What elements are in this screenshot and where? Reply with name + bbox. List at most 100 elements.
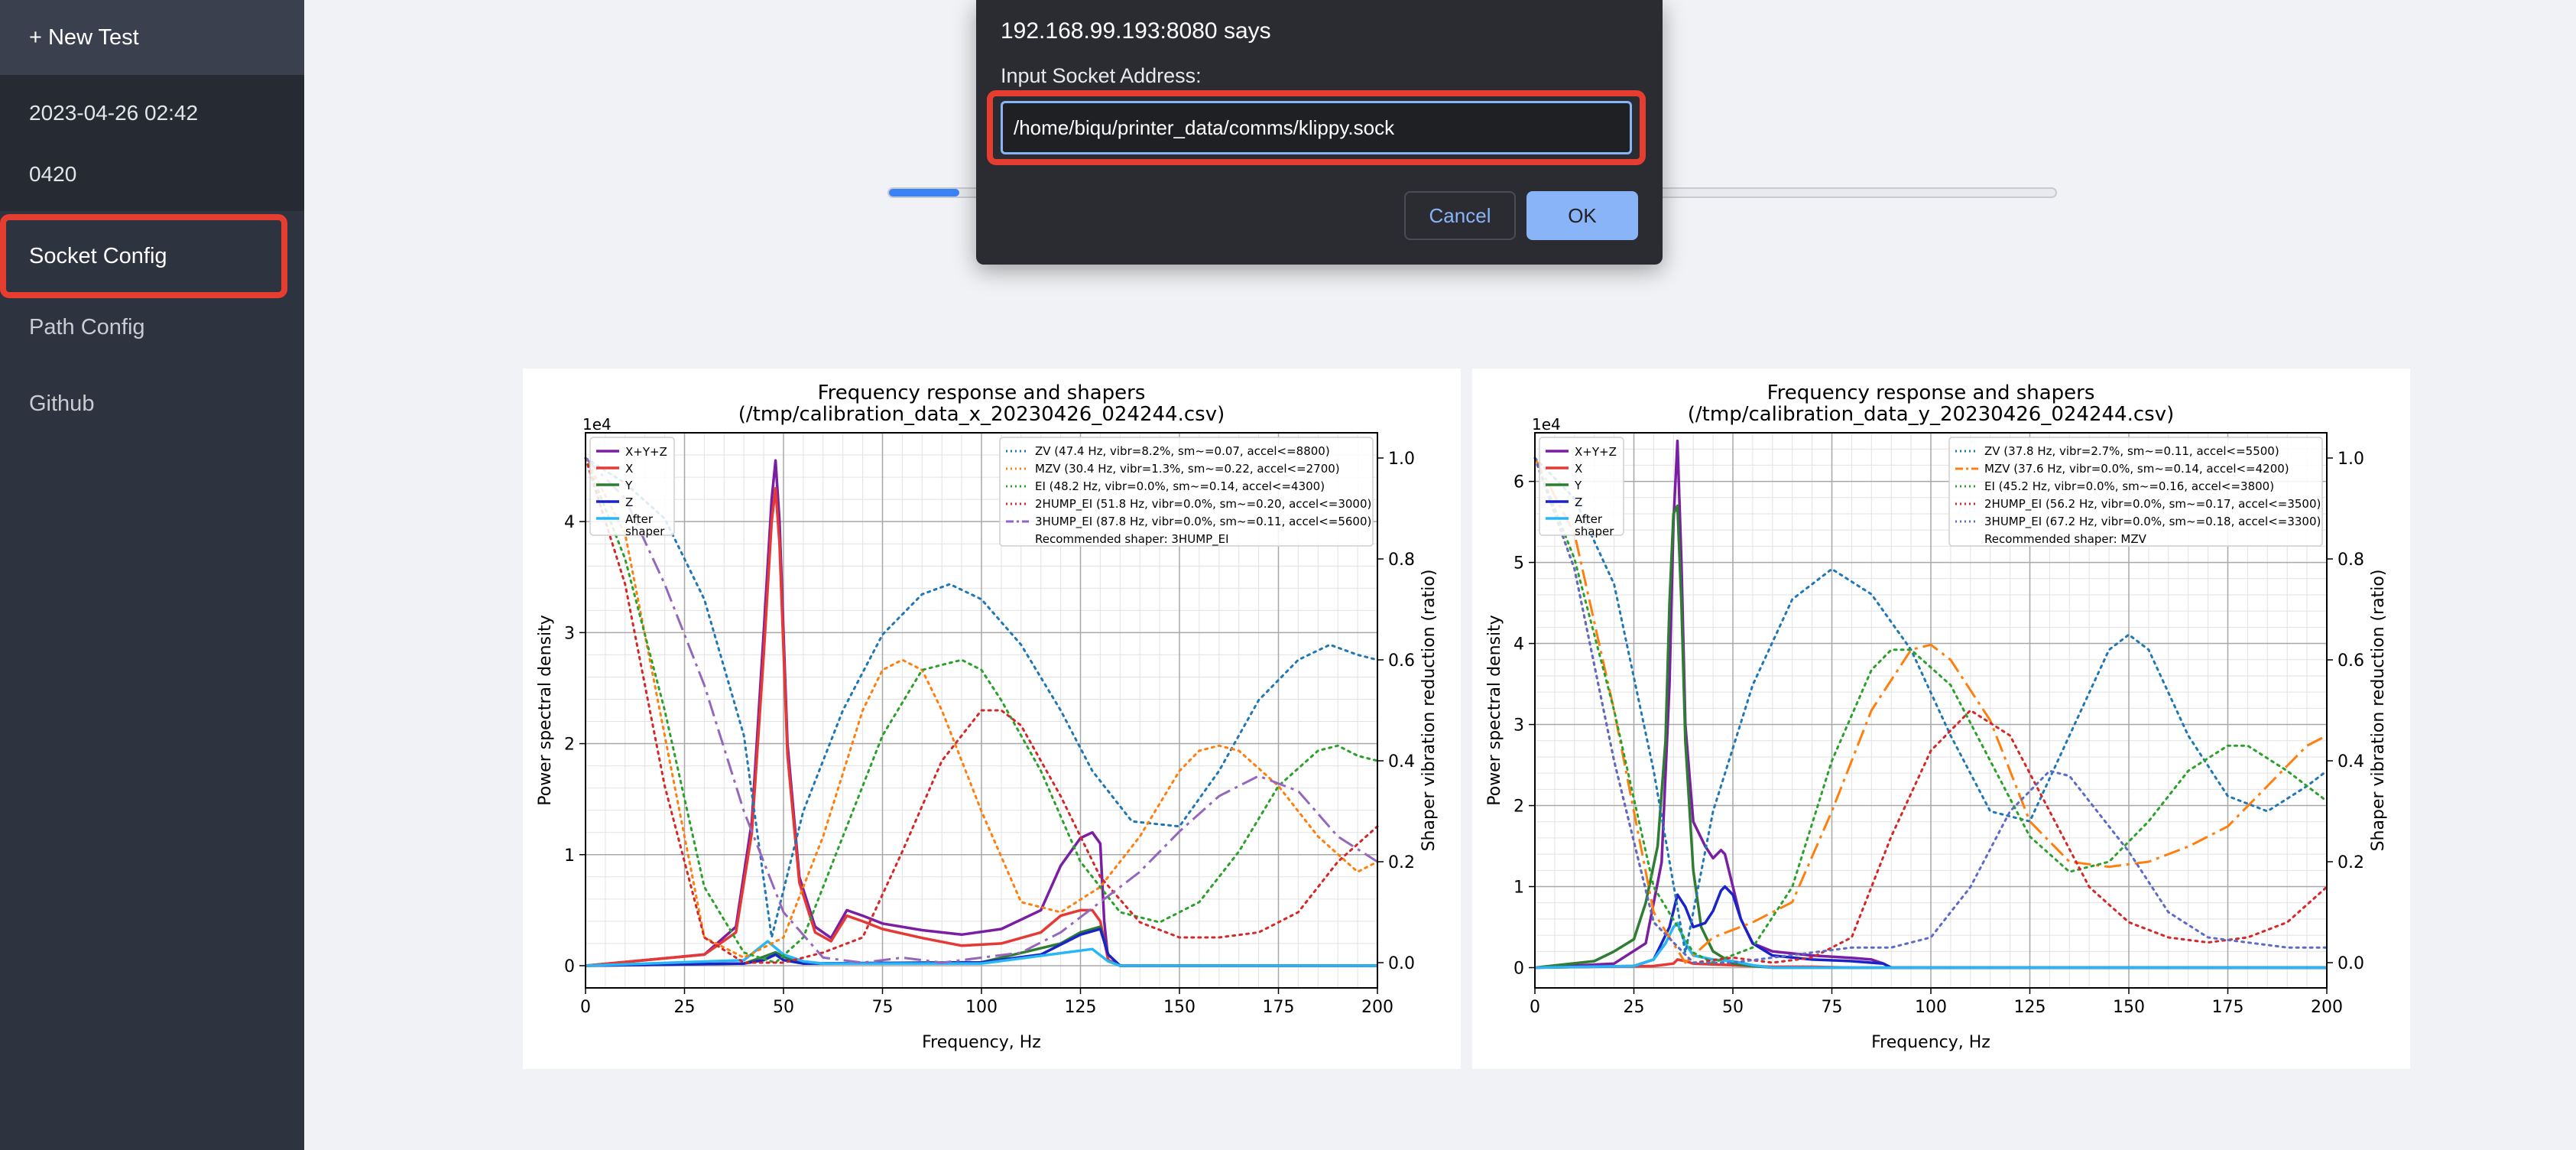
y2-tick-label: 0.2 [2338,853,2364,872]
x-tick-label: 25 [1624,998,1645,1017]
series-line-x-y-z [1534,439,2327,970]
y-tick-label: 3 [564,624,575,643]
y-tick-label: 1 [1513,879,1524,898]
y-tick-label: 4 [564,513,575,532]
legend-label: After [1575,512,1603,526]
socket-config-highlight [0,214,287,298]
x-tick-label: 200 [1361,998,1393,1017]
chart-subtitle: (/tmp/calibration_data_x_20230426_024244… [738,403,1225,426]
y2-tick-label: 0.8 [2338,551,2364,570]
legend-label: ZV (47.4 Hz, vibr=8.2%, sm~=0.07, accel<… [1035,444,1330,458]
new-test-button[interactable]: + New Test [0,0,304,75]
y-tick-label: 5 [1513,554,1524,573]
legend-label: Y [1574,479,1582,492]
chart-y-card: 0 25 50 75 100 125 150 175 200 0 1 2 3 4 5 6 0.0 0.2 0.4 0.… [1472,369,2410,1069]
x-tick-label: 150 [1163,998,1196,1017]
x-tick-label: 75 [872,998,894,1017]
y2-axis-label: Shaper vibration reduction (ratio) [2369,570,2388,852]
series-line-after-shaper [585,940,1377,967]
x-tick-label: 175 [2212,998,2244,1017]
legend-left-box [589,437,675,536]
legend-label: X+Y+Z [1575,445,1617,459]
x-tick-label: 0 [580,998,591,1017]
cancel-button[interactable]: Cancel [1404,191,1516,240]
history-item[interactable]: 0420 [29,162,77,186]
x-tick-label: 125 [1065,998,1097,1017]
y-tick-label: 3 [1513,716,1524,736]
chart-y-frequency-response: 0 25 50 75 100 125 150 175 200 0 1 2 3 4 5 6 0.0 0.2 0.4 0.… [1485,382,2388,1052]
y2-tick-label: 0.8 [1388,551,1415,570]
series-line-zv [1533,456,2328,954]
x-axis-label: Frequency, Hz [922,1033,1041,1052]
y-tick-label: 2 [564,736,575,755]
series-line-ei [584,456,1379,964]
y2-tick-label: 0.6 [2338,651,2364,671]
nav-github[interactable]: Github [29,391,95,416]
series-line-ei [1533,456,2328,964]
series-line-2hump-ei [584,456,1379,964]
x-tick-label: 175 [1263,998,1295,1017]
legend-label: Z [1575,495,1582,509]
y2-tick-label: 0.0 [2338,954,2364,973]
nav-socket-config[interactable]: Socket Config [29,243,167,268]
legend-label: X+Y+Z [625,445,667,459]
legend-right-box [999,437,1374,547]
x-axis-label: Frequency, Hz [1871,1033,1990,1052]
history-item[interactable]: 2023-04-26 02:42 [29,101,199,125]
legend-label: 3HUMP_EI (67.2 Hz, vibr=0.0%, sm~=0.18, … [1984,515,2321,529]
legend-label: MZV (37.6 Hz, vibr=0.0%, sm~=0.14, accel… [1984,462,2289,476]
y-exponent-label: 1e4 [582,415,612,434]
x-tick-label: 50 [773,998,794,1017]
socket-address-input[interactable] [1001,101,1632,154]
y2-tick-label: 0.0 [1388,954,1415,973]
legend-label: 2HUMP_EI (56.2 Hz, vibr=0.0%, sm~=0.17, … [1984,497,2321,512]
legend-label: 2HUMP_EI (51.8 Hz, vibr=0.0%, sm~=0.20, … [1035,497,1371,512]
legend-label: EI (48.2 Hz, vibr=0.0%, sm~=0.14, accel<… [1035,479,1325,493]
legend-label: shaper [1575,525,1614,538]
y-axis-label: Power spectral density [536,615,555,806]
legend-label: X [1575,462,1582,476]
socket-address-dialog: 192.168.99.193:8080 says Input Socket Ad… [976,0,1663,265]
x-tick-label: 75 [1822,998,1843,1017]
legend-label: Z [625,495,633,509]
y-axis-label: Power spectral density [1485,615,1504,806]
legend-label: MZV (30.4 Hz, vibr=1.3%, sm~=0.22, accel… [1035,462,1340,476]
x-tick-label: 25 [674,998,696,1017]
y-tick-label: 0 [1513,960,1524,979]
x-tick-label: 200 [2311,998,2343,1017]
x-tick-label: 50 [1722,998,1744,1017]
legend-label: X [625,462,633,476]
chart-subtitle: (/tmp/calibration_data_y_20230426_024244… [1688,403,2174,426]
x-tick-label: 100 [1915,998,1947,1017]
legend-label: shaper [625,525,665,538]
ok-button[interactable]: OK [1526,191,1638,240]
test-history: 2023-04-26 02:42 0420 [0,75,304,211]
sidebar: + New Test 2023-04-26 02:42 0420 Socket … [0,0,304,1150]
x-tick-label: 100 [965,998,998,1017]
series-line-3hump-ei [1533,456,2328,964]
chart-title: Frequency response and shapers [818,382,1146,404]
x-tick-label: 150 [2113,998,2145,1017]
series-line-mzv [584,456,1379,959]
series-line-3hump-ei [584,456,1378,964]
legend-label: Y [625,479,633,492]
legend-right-box [1948,437,2323,547]
legend-label: 3HUMP_EI (87.8 Hz, vibr=0.0%, sm~=0.11, … [1035,515,1371,529]
series-line-y [1534,504,2327,970]
chart-x-card: 0 25 50 75 100 125 150 175 200 0 1 2 3 4 0.0 0.2 0.4 0.6 0… [523,369,1461,1069]
chart-title: Frequency response and shapers [1767,382,2095,404]
y2-tick-label: 0.2 [1388,853,1415,872]
nav-path-config[interactable]: Path Config [29,314,145,339]
y2-tick-label: 0.6 [1388,651,1415,671]
dialog-label: Input Socket Address: [1001,64,1202,87]
y-tick-label: 6 [1513,473,1524,492]
recommended-shaper: Recommended shaper: MZV [1984,532,2147,546]
legend-label: After [625,512,654,526]
y-exponent-label: 1e4 [1532,415,1561,434]
y2-tick-label: 0.4 [1388,752,1415,772]
y2-axis-label: Shaper vibration reduction (ratio) [1419,570,1439,852]
series-line-zv [584,456,1379,939]
input-highlight [987,90,1646,165]
series-line-z [1534,885,2327,970]
x-tick-label: 0 [1530,998,1540,1017]
